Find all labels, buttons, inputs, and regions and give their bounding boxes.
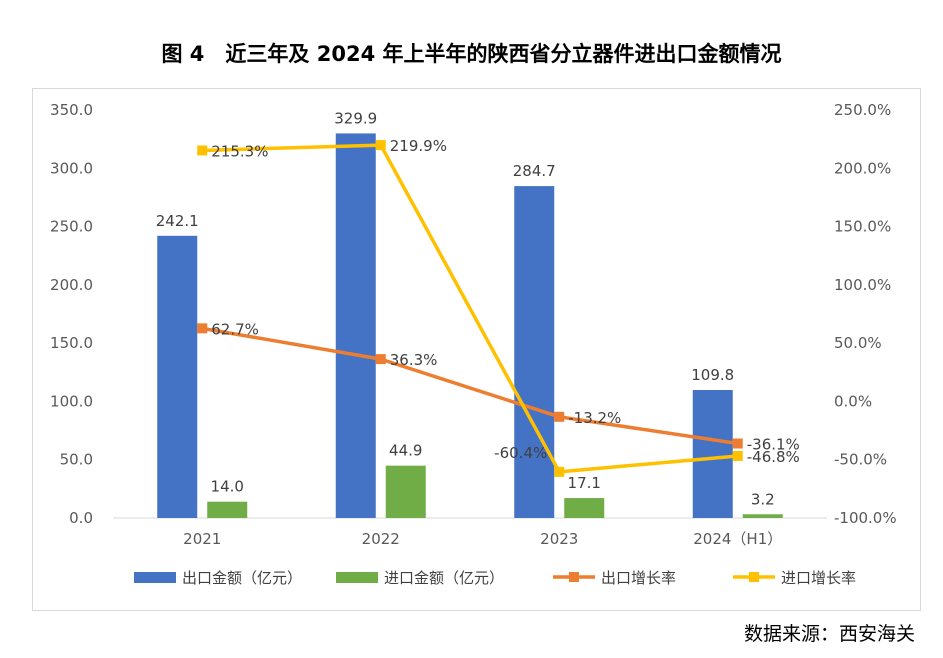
export-growth-value-label: 36.3% bbox=[390, 351, 438, 369]
axes-group: 0.0 50.0 100.0 150.0 200.0 250.0 300.0 350.0 -10… bbox=[50, 101, 897, 548]
legend: 出口金额（亿元） 进口金额（亿元） 出口增长率 进口增长率 bbox=[134, 569, 856, 587]
export-growth-value-label: 62.7% bbox=[211, 320, 259, 338]
import-value-label: 14.0 bbox=[211, 478, 244, 496]
chart-svg: 0.0 50.0 100.0 150.0 200.0 250.0 300.0 350.0 -10… bbox=[50, 101, 897, 587]
export-value-label: 109.8 bbox=[691, 366, 734, 384]
source-note: 数据来源：西安海关 bbox=[743, 623, 915, 645]
left-axis-tick-label: 250.0 bbox=[50, 218, 93, 236]
data-labels-group: 242.1 14.0 329.9 44.9 284.7 17.1 109.8 3.2 62.7%… bbox=[156, 109, 800, 508]
x-axis-tick-label: 2024（H1） bbox=[693, 530, 782, 548]
lines-group bbox=[197, 140, 743, 477]
export-bar bbox=[157, 235, 198, 518]
export-value-label: 242.1 bbox=[156, 212, 199, 230]
import-growth-marker bbox=[732, 450, 743, 461]
x-axis-tick-label: 2022 bbox=[362, 530, 400, 548]
export-value-label: 329.9 bbox=[334, 109, 377, 127]
legend-label: 出口金额（亿元） bbox=[182, 569, 302, 587]
legend-swatch-marker bbox=[569, 572, 579, 582]
legend-swatch bbox=[134, 572, 176, 583]
left-axis-tick-label: 150.0 bbox=[50, 334, 93, 352]
import-bar bbox=[742, 514, 783, 518]
chart-title: 图 4 近三年及 2024 年上半年的陕西省分立器件进出口金额情况 bbox=[161, 42, 782, 66]
export-bar bbox=[335, 133, 376, 519]
left-axis-tick-label: 300.0 bbox=[50, 159, 93, 177]
import-growth-marker bbox=[375, 140, 386, 151]
export-growth-value-label: -13.2% bbox=[568, 409, 621, 427]
import-value-label: 44.9 bbox=[389, 442, 422, 460]
import-value-label: 17.1 bbox=[568, 474, 601, 492]
x-axis-tick-label: 2023 bbox=[540, 530, 578, 548]
import-growth-marker bbox=[554, 466, 565, 477]
import-growth-value-label: 219.9% bbox=[390, 137, 447, 155]
right-axis-tick-label: 50.0% bbox=[834, 334, 882, 352]
import-growth-marker bbox=[197, 145, 208, 156]
legend-swatch-marker bbox=[749, 572, 759, 582]
import-growth-line bbox=[202, 143, 738, 474]
left-axis-tick-label: 50.0 bbox=[60, 451, 93, 469]
left-axis-tick-label: 100.0 bbox=[50, 392, 93, 410]
export-growth-value-label: -36.1% bbox=[747, 436, 800, 454]
import-growth-value-label: -46.8% bbox=[747, 448, 800, 466]
export-value-label: 284.7 bbox=[513, 162, 556, 180]
import-growth-value-label: -60.4% bbox=[494, 444, 547, 462]
right-axis-tick-label: 200.0% bbox=[834, 159, 891, 177]
legend-label: 出口增长率 bbox=[601, 569, 676, 587]
import-bar bbox=[385, 465, 426, 518]
right-axis-tick-label: 100.0% bbox=[834, 276, 891, 294]
import-bar bbox=[564, 498, 605, 518]
right-axis-tick-label: 150.0% bbox=[834, 218, 891, 236]
left-axis-tick-label: 350.0 bbox=[50, 101, 93, 119]
export-growth-marker bbox=[197, 323, 208, 334]
import-value-label: 3.2 bbox=[751, 490, 775, 508]
left-axis-tick-label: 200.0 bbox=[50, 276, 93, 294]
bars-group bbox=[157, 133, 783, 519]
import-growth-value-label: 215.3% bbox=[211, 142, 268, 160]
import-bar bbox=[207, 501, 248, 518]
export-growth-marker bbox=[375, 354, 386, 365]
export-bar bbox=[514, 186, 555, 518]
export-growth-marker bbox=[554, 411, 565, 422]
chart-area: 0.0 50.0 100.0 150.0 200.0 250.0 300.0 350.0 -10… bbox=[32, 88, 921, 611]
export-growth-line bbox=[201, 326, 739, 446]
right-axis-tick-label: -50.0% bbox=[834, 451, 887, 469]
left-axis-tick-label: 0.0 bbox=[69, 509, 93, 527]
legend-label: 进口增长率 bbox=[781, 569, 856, 587]
x-axis-tick-label: 2021 bbox=[183, 530, 221, 548]
export-bar bbox=[692, 390, 733, 518]
legend-label: 进口金额（亿元） bbox=[384, 569, 504, 587]
right-axis-tick-label: 250.0% bbox=[834, 101, 891, 119]
right-axis-tick-label: -100.0% bbox=[834, 509, 897, 527]
legend-swatch bbox=[336, 572, 378, 583]
export-growth-marker bbox=[732, 438, 743, 449]
right-axis-tick-label: 0.0% bbox=[834, 392, 872, 410]
